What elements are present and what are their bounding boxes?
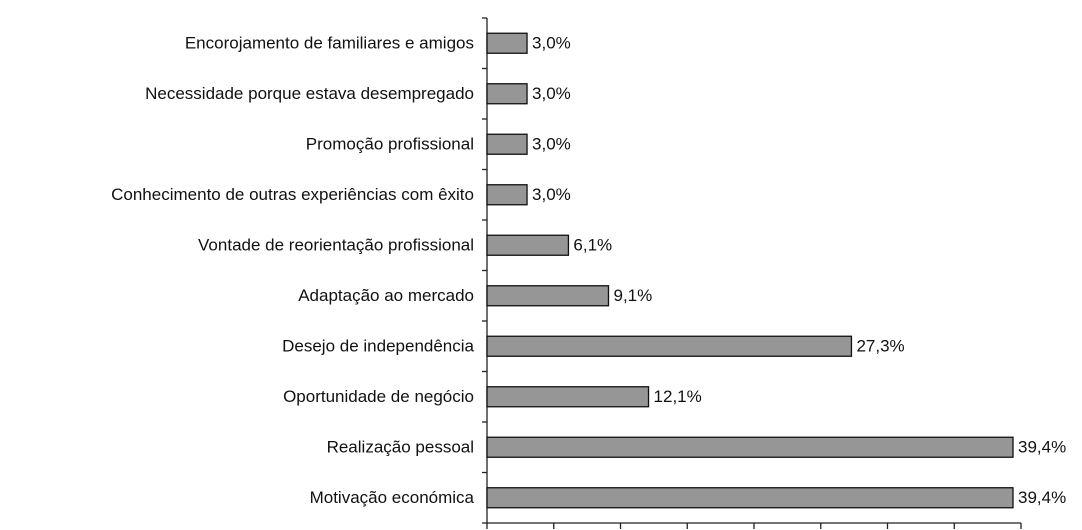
bar (486, 335, 853, 357)
value-label: 3,0% (532, 34, 571, 53)
category-label: Desejo de independência (282, 337, 474, 356)
value-label: 3,0% (532, 84, 571, 103)
category-label: Adaptação ao mercado (298, 286, 474, 305)
value-label: 6,1% (573, 236, 612, 255)
value-label: 12,1% (654, 387, 702, 406)
bar (486, 234, 570, 256)
value-label: 39,4% (1018, 488, 1066, 507)
category-label: Realização pessoal (327, 438, 474, 457)
bar (486, 32, 528, 54)
value-label: 3,0% (532, 185, 571, 204)
value-label: 39,4% (1018, 438, 1066, 457)
bar (486, 184, 528, 206)
category-label: Motivação económica (310, 488, 475, 507)
category-label: Oportunidade de negócio (283, 387, 474, 406)
category-label: Encorojamento de familiares e amigos (185, 34, 474, 53)
value-label: 27,3% (856, 337, 904, 356)
bar (486, 487, 1014, 509)
category-label: Necessidade porque estava desempregado (145, 84, 474, 103)
bar (486, 133, 528, 155)
bar (486, 436, 1014, 458)
bar (486, 386, 650, 408)
bar (486, 83, 528, 105)
value-label: 3,0% (532, 135, 571, 154)
category-label: Conhecimento de outras experiências com … (111, 185, 474, 204)
value-label: 9,1% (613, 286, 652, 305)
category-label: Promoção profissional (306, 135, 474, 154)
bar (486, 285, 610, 307)
category-label: Vontade de reorientação profissional (198, 236, 474, 255)
